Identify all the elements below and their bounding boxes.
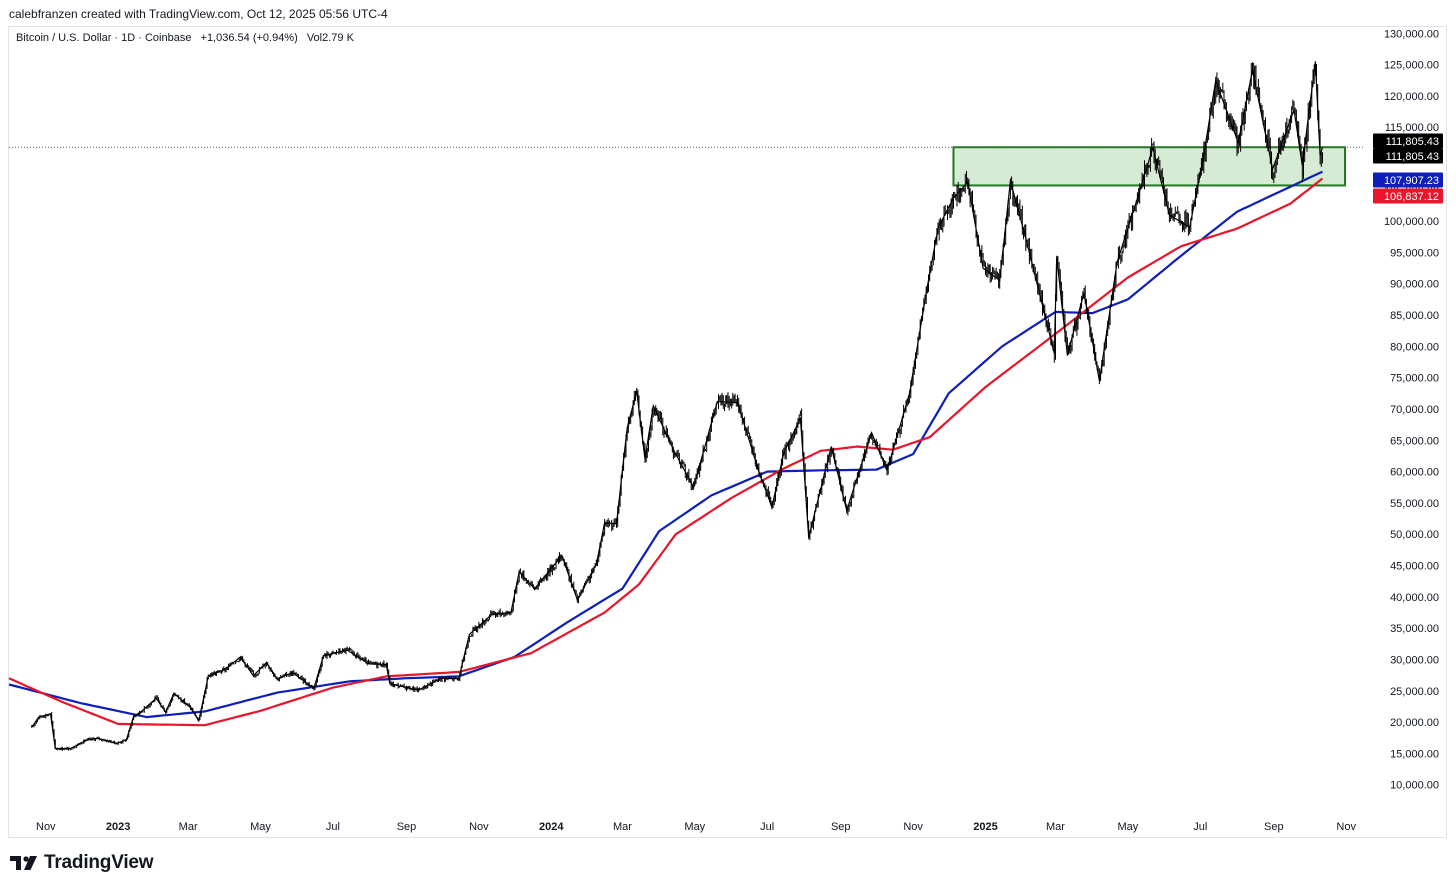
price-change: +1,036.54 (+0.94%): [200, 32, 298, 44]
x-tick-label: Mar: [179, 821, 198, 833]
y-tick-label: 25,000.00: [1390, 686, 1439, 698]
price-tag-label: 107,907.23: [1384, 175, 1439, 187]
y-tick-label: 130,000.00: [1384, 28, 1439, 40]
price-tag: 106,837.12: [1373, 188, 1443, 204]
price-tag-box: [1373, 188, 1443, 204]
y-tick-label: 100,000.00: [1384, 216, 1439, 228]
price-tag: 107,907.23: [1373, 172, 1443, 188]
y-tick-label: 125,000.00: [1384, 60, 1439, 72]
y-tick-label: 95,000.00: [1390, 247, 1439, 259]
price-tag-box: [1373, 133, 1443, 149]
x-tick-label: Nov: [36, 821, 56, 833]
volume-value: Vol2.79 K: [306, 32, 354, 44]
x-tick-label: May: [684, 821, 705, 833]
y-tick-label: 30,000.00: [1390, 654, 1439, 666]
y-tick-label: 50,000.00: [1390, 529, 1439, 541]
x-tick-label: Jul: [326, 821, 340, 833]
x-tick-label: Nov: [1336, 821, 1356, 833]
y-tick-label: 35,000.00: [1390, 623, 1439, 635]
y-tick-label: 115,000.00: [1385, 122, 1439, 134]
y-tick-label: 15,000.00: [1390, 748, 1439, 760]
y-tick-label: 65,000.00: [1390, 435, 1439, 447]
price-tag-label: 111,805.43: [1386, 151, 1439, 163]
moving-average-blue: [8, 170, 1323, 719]
price-tag: 111,805.43: [1373, 148, 1443, 164]
x-tick-label: Jul: [1193, 821, 1207, 833]
y-tick-label: 10,000.00: [1390, 780, 1439, 792]
y-tick-label: 55,000.00: [1390, 498, 1439, 510]
x-tick-label: 2025: [973, 821, 997, 833]
tradingview-logo-icon: [10, 856, 37, 870]
price-tag-label: 106,837.12: [1384, 191, 1439, 203]
x-tick-label: May: [250, 821, 271, 833]
y-tick-label: 45,000.00: [1390, 561, 1439, 573]
x-tick-label: Sep: [831, 821, 851, 833]
x-tick-label: 2023: [106, 821, 130, 833]
price-tag-label: 111,805.43: [1386, 136, 1439, 148]
moving-average-red: [8, 177, 1324, 727]
y-tick-label: 120,000.00: [1384, 91, 1439, 103]
y-tick-label: 60,000.00: [1390, 467, 1439, 479]
x-tick-label: Nov: [469, 821, 489, 833]
price-tag: 111,805.43: [1373, 133, 1443, 149]
tradingview-brand: TradingView: [10, 852, 154, 874]
y-tick-label: 40,000.00: [1390, 592, 1439, 604]
y-tick-label: 85,000.00: [1390, 310, 1439, 322]
x-tick-label: Sep: [1264, 821, 1284, 833]
symbol-name[interactable]: Bitcoin / U.S. Dollar · 1D · Coinbase: [16, 32, 192, 44]
x-tick-label: May: [1117, 821, 1138, 833]
price-line: [31, 61, 1324, 750]
x-tick-label: Jul: [760, 821, 774, 833]
y-tick-label: 80,000.00: [1390, 341, 1439, 353]
x-tick-label: Sep: [397, 821, 417, 833]
y-tick-label: 70,000.00: [1390, 404, 1439, 416]
chart-credit: calebfranzen created with TradingView.co…: [9, 7, 388, 21]
x-tick-label: Nov: [903, 821, 923, 833]
brand-name: TradingView: [44, 852, 154, 873]
price-tag-box: [1373, 172, 1443, 188]
y-tick-label: 20,000.00: [1390, 717, 1439, 729]
x-tick-label: Mar: [1046, 821, 1065, 833]
x-tick-label: Mar: [613, 821, 632, 833]
y-tick-label: 75,000.00: [1390, 373, 1439, 385]
x-tick-label: 2024: [539, 821, 564, 833]
y-tick-label: 90,000.00: [1390, 279, 1439, 291]
chart-frame: [8, 26, 1447, 838]
price-tag-box: [1373, 148, 1443, 164]
symbol-legend: Bitcoin / U.S. Dollar · 1D · Coinbase +1…: [16, 32, 360, 44]
